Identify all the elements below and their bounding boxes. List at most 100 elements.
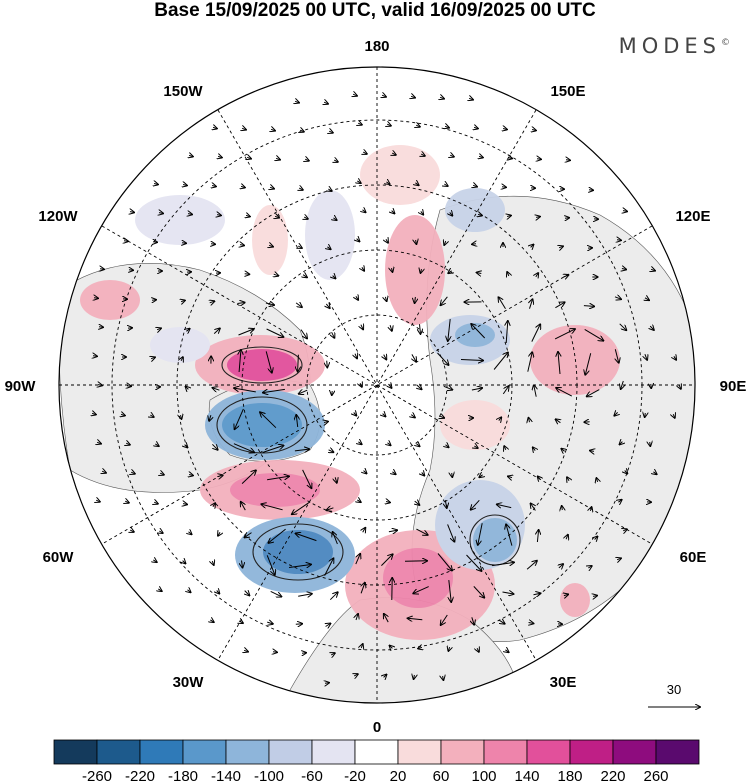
wind-arrow	[536, 217, 540, 218]
wind-arrow	[160, 473, 164, 475]
wind-arrow	[596, 478, 597, 482]
wind-arrow	[443, 676, 444, 680]
wind-arrow	[416, 528, 427, 535]
wind-arrow	[324, 102, 328, 104]
wind-arrow	[388, 530, 397, 532]
wind-arrow	[327, 508, 334, 510]
wind-arrow	[567, 477, 569, 480]
wind-arrow	[151, 357, 155, 358]
wind-arrow	[566, 160, 570, 161]
wind-arrow	[445, 126, 449, 127]
wind-arrow	[392, 268, 393, 272]
wind-arrow	[244, 650, 248, 651]
wind-arrow	[437, 352, 449, 365]
wind-arrow	[650, 442, 651, 446]
wind-arrow	[418, 647, 422, 648]
wind-arrow	[242, 128, 246, 129]
wind-arrow	[527, 352, 532, 372]
colorbar-swatch	[655, 739, 700, 765]
wind-arrow	[183, 504, 187, 505]
wind-arrow	[499, 297, 506, 309]
wind-arrow	[271, 129, 275, 130]
wind-arrow	[354, 413, 357, 416]
wind-arrow	[507, 216, 511, 217]
wind-arrow	[388, 443, 391, 446]
map-disc	[59, 67, 695, 703]
positive-anomaly	[385, 215, 445, 325]
colorbar-swatch	[139, 739, 184, 765]
graticule	[59, 67, 695, 703]
wind-arrow	[559, 564, 563, 568]
colorbar-label: -260	[82, 768, 112, 783]
wind-arrow	[328, 189, 331, 191]
map-title: Base 15/09/2025 00 UTC, valid 16/09/2025…	[154, 0, 596, 21]
colorbar-swatch	[612, 739, 657, 765]
wind-arrow	[474, 127, 478, 128]
wind-arrow	[357, 500, 360, 502]
colorbar-label: 220	[600, 768, 625, 783]
wind-arrow	[473, 185, 477, 186]
wind-arrow	[538, 477, 541, 480]
wind-arrow	[273, 652, 277, 653]
colorbar-label: -60	[301, 768, 323, 783]
wind-vectors	[92, 94, 681, 683]
wind-arrow	[421, 269, 422, 273]
wind-arrow	[584, 328, 604, 340]
wind-arrow	[413, 586, 429, 594]
wind-arrow	[499, 417, 501, 420]
copyright-mark: ©	[721, 38, 730, 48]
wind-arrow	[266, 555, 275, 574]
wind-arrow	[305, 159, 309, 161]
wind-arrow	[235, 408, 244, 429]
wind-arrow	[556, 419, 561, 422]
colorbar-swatch	[182, 739, 227, 765]
wind-arrow	[241, 470, 256, 484]
wind-arrow	[363, 152, 367, 154]
wind-arrow	[364, 471, 367, 474]
wind-arrow	[213, 388, 220, 390]
colorbar-swatch	[354, 739, 399, 765]
positive-anomaly	[440, 400, 510, 450]
wind-arrow	[354, 674, 358, 676]
wind-arrow	[292, 501, 311, 514]
wind-arrow	[126, 443, 130, 445]
wind-arrow	[270, 187, 274, 188]
colorbar-label: -20	[344, 768, 366, 783]
negative-anomaly	[135, 195, 225, 245]
wind-arrow	[645, 354, 647, 360]
wind-arrow	[357, 239, 360, 242]
wind-arrow	[444, 184, 447, 186]
wind-arrow	[506, 321, 508, 344]
wind-arrow	[415, 296, 416, 303]
wind-arrow	[508, 158, 512, 159]
wind-arrow	[414, 675, 415, 679]
wind-arrow	[472, 244, 476, 245]
wind-arrow	[452, 473, 453, 477]
wind-arrow	[531, 324, 540, 342]
wind-arrow	[623, 211, 627, 212]
lon-label-150e: 150E	[550, 83, 585, 100]
wind-arrow	[270, 590, 282, 596]
wind-arrow	[474, 446, 477, 448]
wind-arrow	[181, 415, 182, 419]
wind-arrow	[268, 528, 286, 543]
wind-arrow	[583, 306, 594, 307]
wind-arrow	[383, 414, 386, 417]
wind-arrow	[448, 319, 450, 341]
wind-arrow	[446, 445, 449, 448]
wind-arrow	[130, 530, 134, 532]
wind-arrow	[558, 352, 560, 375]
wind-arrow	[209, 415, 211, 421]
wind-arrow	[356, 614, 358, 621]
wind-arrow	[213, 503, 215, 506]
wind-arrow	[473, 586, 484, 597]
wind-arrow	[189, 475, 193, 476]
wind-arrow	[382, 95, 386, 97]
wind-arrow	[471, 499, 480, 509]
wind-arrow	[499, 620, 504, 623]
wind-arrow	[183, 561, 186, 564]
wind-arrow	[302, 469, 312, 488]
wind-arrow	[327, 247, 330, 249]
wind-arrow	[265, 303, 274, 305]
wind-arrow	[415, 183, 418, 185]
